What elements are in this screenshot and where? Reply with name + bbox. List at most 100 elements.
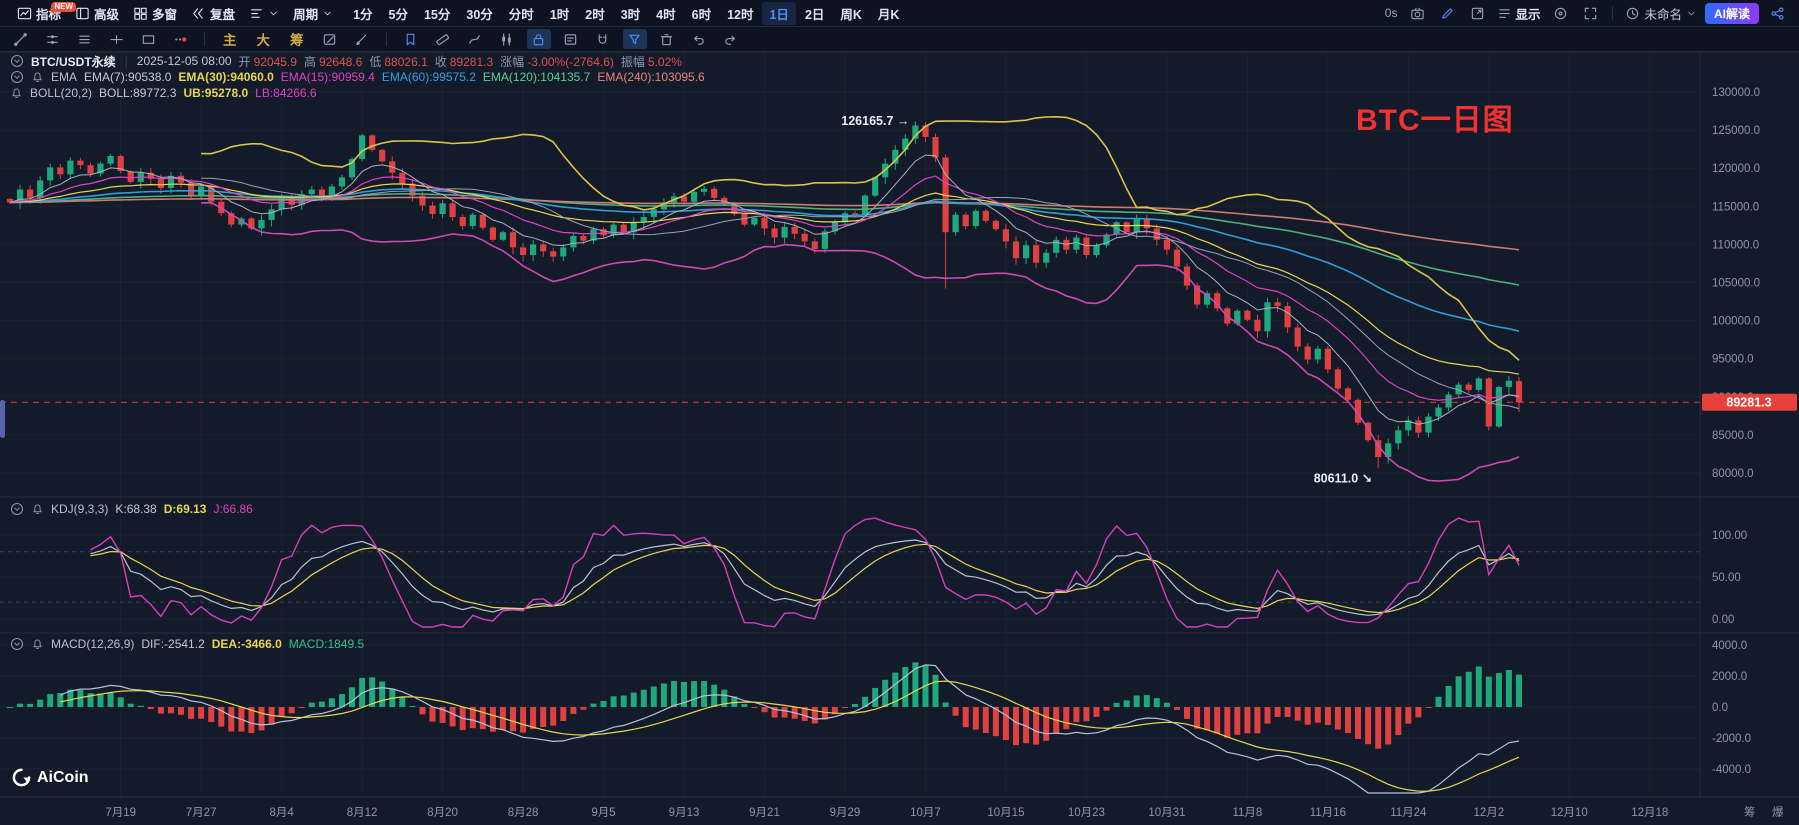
bookmark-icon[interactable]: [399, 29, 423, 49]
large-chart-tab[interactable]: 大: [256, 33, 271, 48]
timeframe-1日[interactable]: 1日: [762, 1, 796, 25]
replay-button[interactable]: 复盘: [184, 4, 242, 23]
timeframe-3时[interactable]: 3时: [620, 7, 641, 22]
layout-name: 未命名: [1644, 7, 1682, 22]
timeframe-2时[interactable]: 2时: [585, 7, 605, 22]
symbol-name: BTC/USDT永续: [31, 54, 116, 69]
float-window-icon[interactable]: [1465, 3, 1489, 23]
alert-bell-icon[interactable]: [31, 638, 44, 651]
edit-square-icon[interactable]: [318, 29, 342, 49]
timeframe-6时[interactable]: 6时: [691, 7, 712, 22]
svg-text:115000.0: 115000.0: [1712, 201, 1759, 213]
alert-bell-icon[interactable]: [31, 71, 44, 84]
trend-line-icon[interactable]: [8, 29, 32, 49]
indicator-value: DEA:-3466.0: [211, 637, 282, 651]
svg-text:50.00: 50.00: [1712, 572, 1741, 584]
camera-icon[interactable]: [1405, 3, 1429, 23]
main-chart-tab[interactable]: 主: [223, 33, 237, 48]
divider: [1612, 6, 1614, 20]
brush-icon[interactable]: [350, 29, 374, 49]
redo-icon[interactable]: [719, 29, 743, 49]
indicator-name: BOLL(20,2): [30, 86, 93, 100]
target-icon[interactable]: [1548, 3, 1572, 23]
current-price-tag: [1702, 393, 1797, 411]
magnet-icon[interactable]: [591, 29, 615, 49]
collapse-chevron-icon[interactable]: [10, 70, 24, 84]
ai-analysis-button[interactable]: AI解读: [1704, 2, 1759, 24]
ohlc-field: 低 88026.1: [369, 54, 428, 69]
timeframe-1分[interactable]: 1分: [353, 7, 373, 22]
svg-text:11月24: 11月24: [1390, 807, 1427, 819]
timeframe-12时[interactable]: 12时: [727, 7, 754, 22]
chip-chart-tab[interactable]: 筹: [290, 33, 304, 48]
advanced-button[interactable]: 高级: [68, 4, 126, 23]
pen-curve-icon[interactable]: [463, 29, 487, 49]
collapse-chevron-icon[interactable]: [10, 54, 24, 68]
funnel-icon[interactable]: [622, 29, 647, 49]
svg-text:7月19: 7月19: [105, 807, 136, 819]
indicator-value: LB:84266.6: [255, 86, 317, 100]
undo-icon[interactable]: [687, 29, 711, 49]
layout-selector[interactable]: 未命名: [1623, 4, 1699, 23]
svg-text:8月20: 8月20: [427, 807, 458, 819]
alert-bell-icon[interactable]: [31, 503, 44, 516]
collapse-chevron-icon[interactable]: [10, 637, 24, 651]
timeframe-周K[interactable]: 周K: [840, 7, 862, 22]
trash-icon[interactable]: [655, 29, 679, 49]
indicator-value: EMA(120):104135.7: [482, 70, 591, 84]
advanced-window-icon: [76, 7, 89, 19]
svg-text:0.00: 0.00: [1712, 614, 1734, 626]
svg-text:120000.0: 120000.0: [1712, 163, 1760, 175]
share-icon[interactable]: [1765, 3, 1789, 23]
svg-text:4000.0: 4000.0: [1712, 640, 1747, 652]
chevron-down-icon: [270, 11, 277, 15]
lock-icon[interactable]: [526, 29, 551, 49]
indicator-value: UB:95278.0: [183, 86, 249, 100]
candle-pattern-icon[interactable]: [495, 29, 519, 49]
horizontal-lines-icon[interactable]: [72, 29, 96, 49]
parallel-lines-icon[interactable]: [40, 29, 64, 49]
ohlc-field: 振幅 5.02%: [620, 54, 682, 69]
svg-text:-4000.0: -4000.0: [1712, 764, 1751, 776]
svg-text:0.0: 0.0: [1712, 702, 1728, 714]
indicator-value: MACD:1849.5: [288, 637, 365, 651]
indicator-value: D:69.13: [163, 502, 207, 516]
chart-watermark: BTC一日图: [1356, 104, 1514, 137]
more-dots-icon[interactable]: [168, 29, 192, 49]
volume-profile-icon: [251, 8, 262, 18]
macd-legend-row: MACD(12,26,9) DIF:-2541.2 DEA:-3466.0 MACD:…: [10, 636, 364, 652]
timeframe-15分[interactable]: 15分: [423, 7, 451, 22]
clock-icon: [1627, 7, 1639, 19]
timeframe-2日[interactable]: 2日: [804, 7, 825, 22]
svg-text:-2000.0: -2000.0: [1712, 733, 1751, 745]
rectangle-icon[interactable]: [136, 29, 160, 49]
display-toggle[interactable]: 显示: [1495, 4, 1542, 23]
timeframe-1时[interactable]: 1时: [549, 7, 570, 22]
period-dropdown[interactable]: 周期: [286, 4, 340, 23]
timeframe-30分[interactable]: 30分: [466, 7, 493, 22]
indicator-value: EMA(240):103095.6: [597, 70, 705, 84]
note-icon[interactable]: [559, 29, 583, 49]
cross-line-icon[interactable]: [104, 29, 128, 49]
indicator-name: EMA: [51, 70, 78, 84]
indicators-button[interactable]: 指标 NEW: [10, 1, 77, 23]
timeframe-4时[interactable]: 4时: [656, 7, 676, 22]
draw-pencil-icon[interactable]: [1435, 3, 1459, 23]
timeframe-5分[interactable]: 5分: [388, 7, 408, 22]
multi-window-button[interactable]: 多窗: [126, 4, 184, 23]
liquidation-tab[interactable]: 爆: [1772, 805, 1784, 819]
volume-profile-button[interactable]: [242, 6, 286, 21]
collapse-chevron-icon[interactable]: [10, 502, 24, 516]
indicator-chart-icon: [17, 7, 32, 19]
chip-distribution-tab[interactable]: 筹: [1744, 805, 1756, 819]
ruler-icon[interactable]: [431, 29, 455, 49]
timeframe-分时[interactable]: 分时: [508, 7, 534, 22]
symbol-info-row: BTC/USDT永续 | 2025-12-05 08:00 开 92045.9 高 9264…: [10, 53, 682, 69]
svg-text:10月7: 10月7: [910, 807, 941, 819]
fullscreen-icon[interactable]: [1578, 3, 1602, 23]
boll-legend-row: BOLL(20,2) BOLL:89772.3 UB:95278.0 LB:84266…: [10, 85, 317, 101]
alert-bell-icon[interactable]: [10, 87, 23, 100]
left-scrollbar-thumb[interactable]: [0, 400, 5, 438]
timeframe-月K[interactable]: 月K: [877, 7, 900, 22]
